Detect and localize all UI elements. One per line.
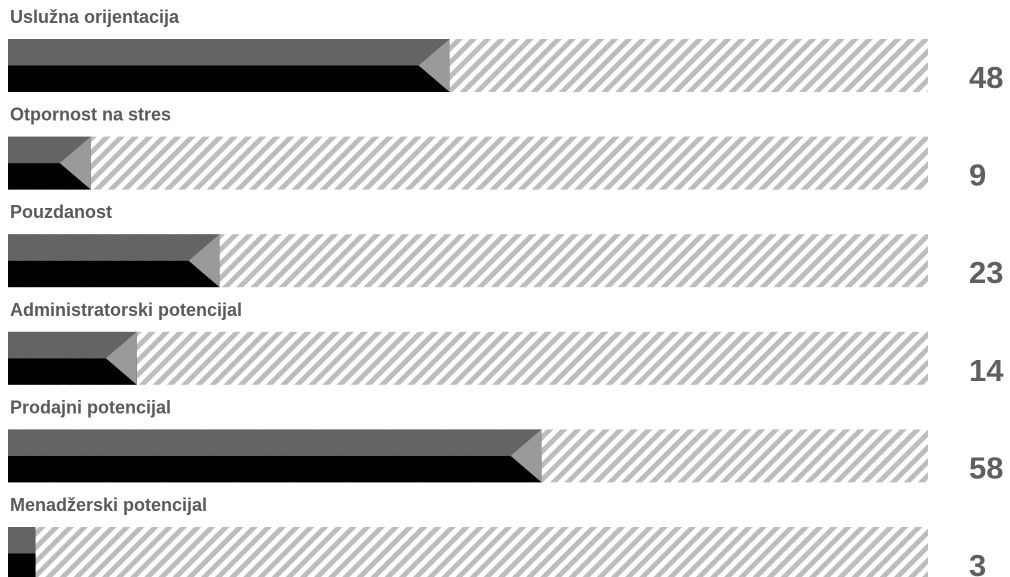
bar-marker xyxy=(188,234,220,288)
bar-track xyxy=(8,136,928,190)
bar-marker xyxy=(105,331,137,385)
bar-track xyxy=(8,527,928,577)
value-label: 14 xyxy=(969,353,1004,388)
bar-row: Prodajni potencijal 58 xyxy=(8,397,1003,485)
bar-row: Administratorski potencijal 14 xyxy=(8,300,1004,388)
bar-fill-top xyxy=(8,527,36,554)
bar-marker xyxy=(59,136,91,190)
value-label: 3 xyxy=(969,548,986,577)
value-label: 58 xyxy=(969,450,1003,485)
bar-row: Pouzdanost 23 xyxy=(8,202,1003,290)
bar-fill-bottom xyxy=(8,455,542,483)
category-label: Prodajni potencijal xyxy=(10,397,171,417)
value-label: 23 xyxy=(969,255,1003,290)
bar-track xyxy=(8,331,928,385)
bar-fill-bottom xyxy=(8,65,450,92)
bar-marker xyxy=(418,39,450,92)
bar-row: Menadžerski potencijal 3 xyxy=(8,495,986,577)
category-label: Otpornost na stres xyxy=(10,105,171,125)
bar-fill-bottom xyxy=(8,260,220,288)
bar-rows: Uslužna orijentacija 48 Otpornost na stres… xyxy=(8,7,1004,577)
bar-fill-top xyxy=(8,429,542,456)
bar-row: Otpornost na stres 9 xyxy=(8,105,986,193)
category-label: Uslužna orijentacija xyxy=(10,7,180,27)
category-label: Administratorski potencijal xyxy=(10,300,242,320)
category-label: Menadžerski potencijal xyxy=(10,495,207,515)
bar-fill-bottom xyxy=(8,553,36,577)
category-label: Pouzdanost xyxy=(10,202,112,222)
bar-row: Uslužna orijentacija 48 xyxy=(8,7,1003,95)
bar-marker xyxy=(510,429,542,483)
bar-fill-top xyxy=(8,234,220,261)
value-label: 9 xyxy=(969,158,986,193)
value-label: 48 xyxy=(969,60,1003,95)
bar-fill-top xyxy=(8,39,450,66)
